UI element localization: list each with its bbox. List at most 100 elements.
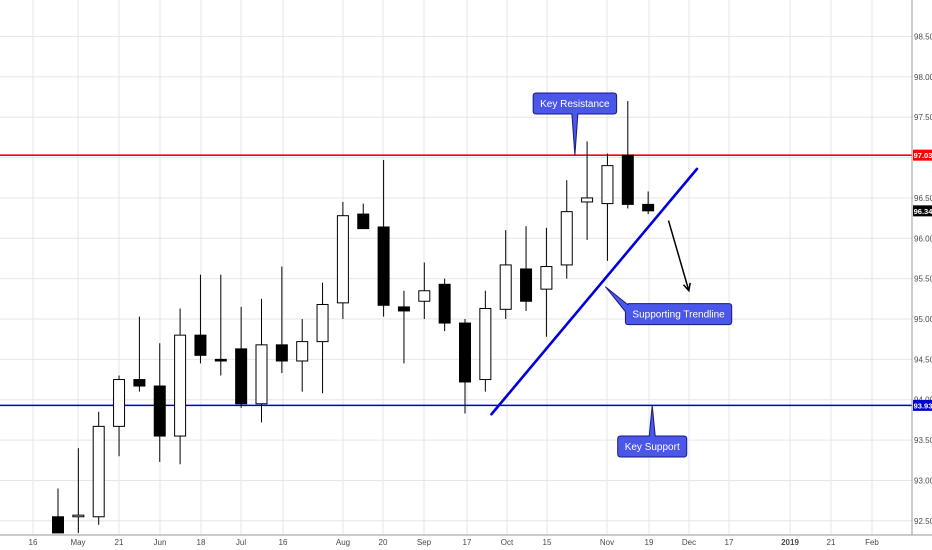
x-tick-label: 17 bbox=[463, 538, 472, 547]
candle-body bbox=[255, 344, 268, 405]
candle-body bbox=[499, 264, 512, 310]
y-tick-label: 93.50 bbox=[914, 436, 932, 445]
candle bbox=[92, 411, 105, 525]
candle bbox=[153, 343, 166, 462]
y-tick-label: 98.50 bbox=[914, 33, 932, 42]
candle-body bbox=[52, 516, 64, 534]
candle-body bbox=[72, 514, 85, 518]
x-tick-label: 17 bbox=[725, 538, 734, 547]
candle-body bbox=[336, 215, 349, 304]
candle-body bbox=[540, 266, 553, 290]
y-tick-label: 97.50 bbox=[914, 113, 932, 122]
candle-body bbox=[296, 341, 309, 362]
candle bbox=[72, 448, 85, 533]
projection-arrow-head bbox=[682, 282, 691, 293]
candle-body bbox=[153, 385, 166, 437]
candle bbox=[113, 375, 126, 457]
x-tick-label: May bbox=[70, 538, 85, 547]
candle bbox=[377, 159, 390, 317]
candle-body bbox=[113, 379, 126, 427]
annotation-text: Key Support bbox=[625, 442, 680, 453]
candles bbox=[52, 101, 655, 534]
candle-body bbox=[214, 358, 227, 362]
annotation-bubble: Supporting Trendline bbox=[605, 286, 733, 326]
candle bbox=[397, 290, 410, 364]
candle-body bbox=[621, 154, 634, 205]
candle-body bbox=[642, 203, 655, 212]
candle bbox=[235, 306, 248, 408]
candle bbox=[479, 290, 492, 392]
annotation-callout-shape bbox=[605, 286, 733, 326]
candle bbox=[418, 262, 431, 320]
candle-body bbox=[397, 306, 410, 312]
level-price-tag bbox=[913, 149, 932, 161]
x-tick-label: 19 bbox=[645, 538, 654, 547]
candle bbox=[296, 319, 309, 392]
candle-body bbox=[275, 344, 288, 362]
x-tick-label: 20 bbox=[379, 538, 388, 547]
candle bbox=[459, 319, 471, 414]
candle bbox=[255, 298, 268, 423]
x-tick-label: 15 bbox=[543, 538, 552, 547]
y-tick-label: 92.50 bbox=[914, 517, 932, 526]
x-tick-label: 18 bbox=[197, 538, 206, 547]
x-tick-label: Sep bbox=[417, 538, 432, 547]
candle bbox=[194, 274, 207, 364]
candle-body bbox=[459, 322, 471, 383]
candle bbox=[520, 226, 533, 311]
y-tick-label: 98.00 bbox=[914, 73, 932, 82]
candle-body bbox=[520, 268, 533, 302]
candle bbox=[540, 227, 553, 337]
drawings: Key Resistance Supporting Trendline Key Su… bbox=[490, 92, 733, 458]
candle bbox=[52, 488, 64, 534]
candle-body bbox=[377, 226, 390, 306]
y-tick-label: 95.00 bbox=[914, 315, 932, 324]
annotation-text: Supporting Trendline bbox=[632, 310, 725, 321]
horizontal-levels bbox=[0, 154, 912, 407]
x-tick-label: Oct bbox=[501, 538, 514, 547]
candle-body bbox=[438, 283, 451, 324]
candle-body bbox=[235, 348, 248, 405]
x-tick-label: Feb bbox=[865, 538, 879, 547]
candle-body bbox=[194, 334, 207, 356]
candle bbox=[621, 101, 634, 209]
y-tick-label: 96.50 bbox=[914, 194, 932, 203]
candle bbox=[174, 308, 187, 465]
y-tick-label: 93.00 bbox=[914, 476, 932, 485]
level-price-tag bbox=[913, 399, 932, 411]
candle bbox=[357, 203, 370, 230]
annotation-bubble: Key Support bbox=[617, 405, 688, 458]
candle-body bbox=[316, 303, 329, 343]
y-tick-label: 95.50 bbox=[914, 275, 932, 284]
candle-body bbox=[601, 165, 614, 205]
candle bbox=[499, 230, 512, 320]
candle-body bbox=[357, 213, 370, 230]
x-tick-label: Jul bbox=[236, 538, 246, 547]
candle bbox=[214, 274, 227, 376]
candle bbox=[581, 141, 594, 240]
level-price-label: 97.03 bbox=[914, 151, 932, 160]
y-tick-label: 94.50 bbox=[914, 355, 932, 364]
x-tick-label: Aug bbox=[336, 538, 350, 547]
candle-body bbox=[581, 197, 594, 203]
annotation-callout-shape bbox=[532, 92, 618, 156]
current-price-tag bbox=[913, 205, 932, 217]
candle bbox=[560, 180, 573, 279]
candle-body bbox=[92, 425, 105, 518]
x-tick-label: Dec bbox=[682, 538, 696, 547]
x-tick-label: Jun bbox=[154, 538, 167, 547]
y-tick-label: 96.00 bbox=[914, 234, 932, 243]
candle-body bbox=[479, 308, 492, 381]
level-price-label: 93.93 bbox=[914, 401, 932, 410]
candle bbox=[642, 191, 655, 215]
projection-arrow bbox=[667, 220, 690, 291]
candle-body bbox=[418, 290, 431, 302]
x-tick-label: Nov bbox=[600, 538, 614, 547]
candle-body bbox=[174, 334, 187, 437]
candle bbox=[336, 201, 349, 320]
annotation-text: Key Resistance bbox=[540, 99, 610, 110]
supporting-trendline bbox=[490, 167, 699, 416]
candle-body bbox=[133, 379, 146, 387]
